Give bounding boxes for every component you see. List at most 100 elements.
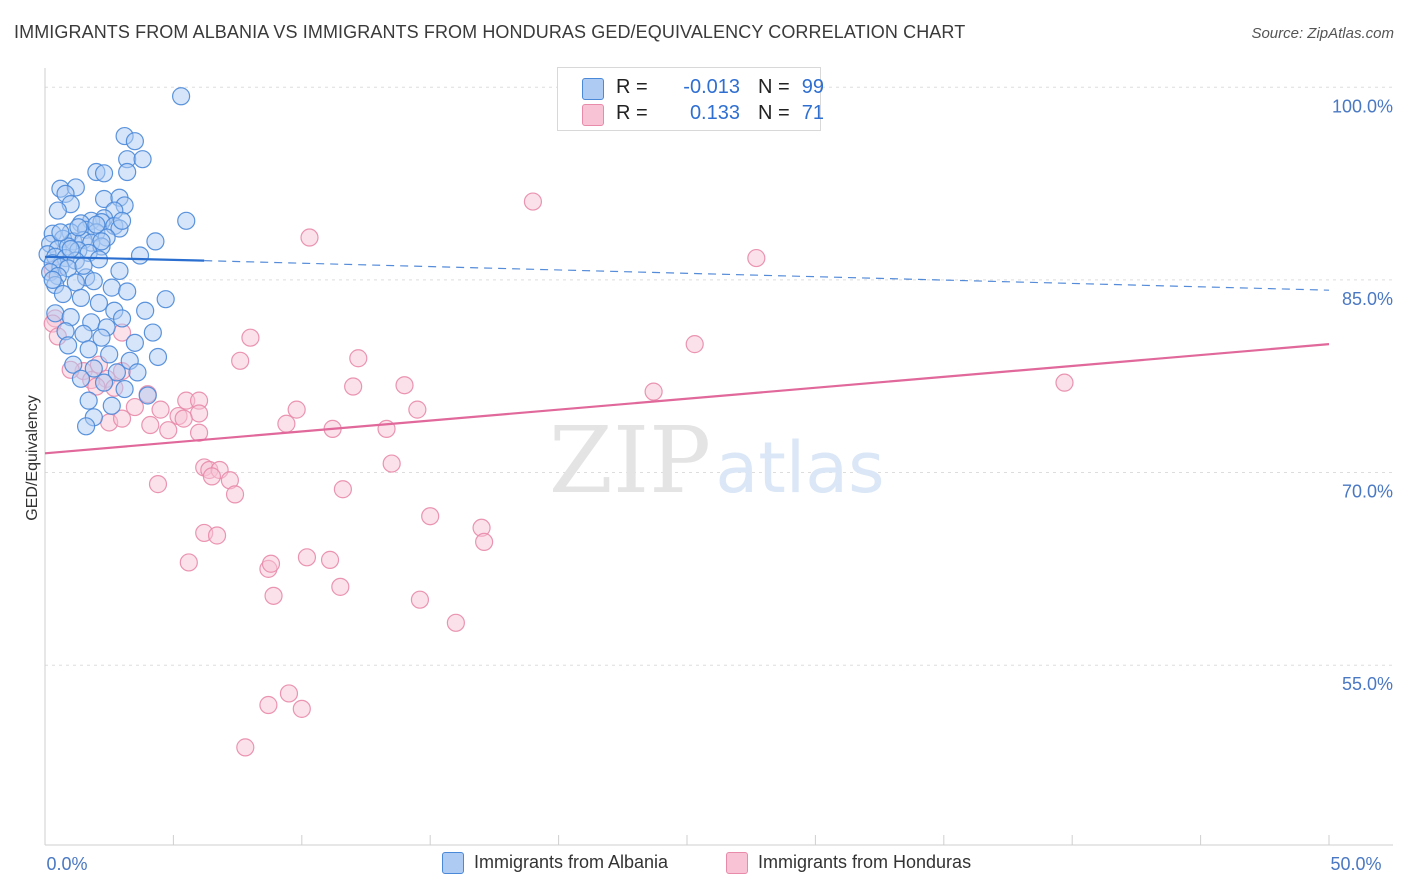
data-point-honduras bbox=[241, 328, 260, 347]
data-point-albania bbox=[43, 270, 62, 290]
data-point-honduras bbox=[261, 554, 281, 573]
stats-legend: R = -0.013 N = 99 R = 0.133 N = 71 bbox=[557, 67, 824, 131]
data-point-albania bbox=[125, 333, 144, 352]
watermark: ZIP atlas bbox=[549, 407, 885, 514]
data-point-honduras bbox=[644, 382, 663, 401]
data-point-albania bbox=[118, 162, 137, 182]
data-point-honduras bbox=[523, 192, 543, 211]
data-point-honduras bbox=[331, 577, 350, 596]
data-point-albania bbox=[102, 278, 121, 297]
data-point-honduras bbox=[112, 409, 132, 428]
legend-r-label: R = bbox=[616, 102, 648, 124]
data-point-honduras bbox=[279, 684, 299, 703]
data-point-albania bbox=[143, 323, 162, 342]
data-point-honduras bbox=[747, 248, 766, 268]
y-axis-label: GED/Equivalency bbox=[24, 395, 41, 520]
data-point-albania bbox=[136, 301, 155, 320]
data-point-albania bbox=[64, 355, 83, 374]
data-point-honduras bbox=[446, 613, 465, 632]
data-point-albania bbox=[148, 347, 168, 367]
grid-lines bbox=[45, 86, 1393, 666]
x-tick-label-min: 0.0% bbox=[46, 854, 87, 874]
bottom-legend-swatch-albania bbox=[442, 852, 464, 874]
data-point-albania bbox=[79, 391, 98, 410]
legend-r-value-honduras: 0.133 bbox=[689, 102, 740, 124]
data-point-albania bbox=[128, 363, 147, 382]
data-point-albania bbox=[130, 246, 150, 265]
data-point-albania bbox=[59, 336, 78, 355]
data-point-honduras bbox=[410, 590, 430, 609]
bottom-legend-label-honduras: Immigrants from Honduras bbox=[758, 852, 972, 872]
x-tick-label-max: 50.0% bbox=[1330, 854, 1381, 874]
source-label: Source: ZipAtlas.com bbox=[1251, 25, 1394, 42]
data-point-albania bbox=[125, 132, 144, 151]
data-point-albania bbox=[74, 256, 93, 275]
legend-r-value-albania: -0.013 bbox=[683, 76, 740, 98]
data-point-albania bbox=[112, 309, 132, 328]
data-point-honduras bbox=[421, 507, 440, 526]
legend-n-value-honduras: 71 bbox=[801, 102, 824, 124]
data-point-honduras bbox=[236, 738, 255, 757]
data-point-honduras bbox=[344, 377, 363, 396]
data-point-albania bbox=[84, 359, 103, 378]
data-point-honduras bbox=[277, 414, 296, 433]
data-point-honduras bbox=[179, 553, 198, 572]
data-point-albania bbox=[79, 340, 98, 359]
data-point-honduras bbox=[151, 400, 170, 419]
data-point-honduras bbox=[300, 228, 319, 247]
data-point-albania bbox=[102, 396, 121, 415]
data-point-albania bbox=[100, 345, 119, 364]
trend-line-albania bbox=[44, 255, 205, 262]
axes bbox=[44, 68, 1393, 846]
data-point-albania bbox=[89, 293, 109, 313]
data-point-albania bbox=[92, 328, 111, 347]
data-point-honduras bbox=[297, 548, 317, 567]
data-point-honduras bbox=[395, 376, 414, 395]
data-point-honduras bbox=[174, 409, 193, 428]
series-albania-points bbox=[38, 87, 196, 436]
data-point-honduras bbox=[333, 480, 352, 499]
data-point-albania bbox=[87, 215, 106, 234]
data-point-honduras bbox=[264, 586, 283, 605]
data-point-honduras bbox=[125, 397, 144, 417]
data-point-honduras bbox=[231, 351, 250, 370]
data-point-honduras bbox=[320, 550, 340, 569]
legend-r-label: R = bbox=[616, 76, 648, 98]
data-point-honduras bbox=[207, 526, 227, 545]
data-point-albania bbox=[94, 373, 114, 392]
y-tick-label: 70.0% bbox=[1342, 482, 1393, 502]
data-point-honduras bbox=[202, 467, 222, 486]
data-point-albania bbox=[112, 211, 132, 230]
data-point-albania bbox=[51, 223, 70, 242]
data-point-albania bbox=[94, 164, 114, 183]
data-point-albania bbox=[69, 218, 88, 237]
data-point-honduras bbox=[685, 335, 704, 354]
bottom-legend-swatch-honduras bbox=[726, 852, 748, 874]
data-point-albania bbox=[133, 150, 152, 169]
data-point-albania bbox=[118, 282, 137, 301]
data-point-albania bbox=[92, 232, 111, 251]
trend-lines bbox=[44, 255, 1330, 455]
legend-n-label: N = bbox=[758, 76, 790, 98]
data-point-albania bbox=[107, 363, 127, 382]
y-tick-labels: 55.0% 70.0% 85.0% 100.0% bbox=[1332, 96, 1393, 694]
data-point-honduras bbox=[225, 485, 245, 504]
data-point-albania bbox=[115, 379, 134, 399]
legend-swatch-albania bbox=[582, 78, 604, 100]
data-point-albania bbox=[146, 232, 165, 251]
data-point-honduras bbox=[382, 454, 401, 473]
data-point-albania bbox=[71, 369, 91, 388]
legend-n-value-albania: 99 bbox=[801, 76, 824, 98]
data-point-albania bbox=[74, 324, 93, 343]
x-ticks bbox=[44, 835, 1330, 845]
data-point-honduras bbox=[159, 421, 178, 440]
data-point-albania bbox=[110, 261, 129, 281]
data-point-albania bbox=[76, 417, 96, 436]
data-point-albania bbox=[61, 239, 80, 259]
data-point-albania bbox=[89, 250, 109, 269]
trend-line-honduras bbox=[44, 343, 1330, 455]
data-point-albania bbox=[53, 284, 73, 304]
y-tick-label: 85.0% bbox=[1342, 289, 1393, 309]
y-tick-label: 100.0% bbox=[1332, 96, 1393, 116]
